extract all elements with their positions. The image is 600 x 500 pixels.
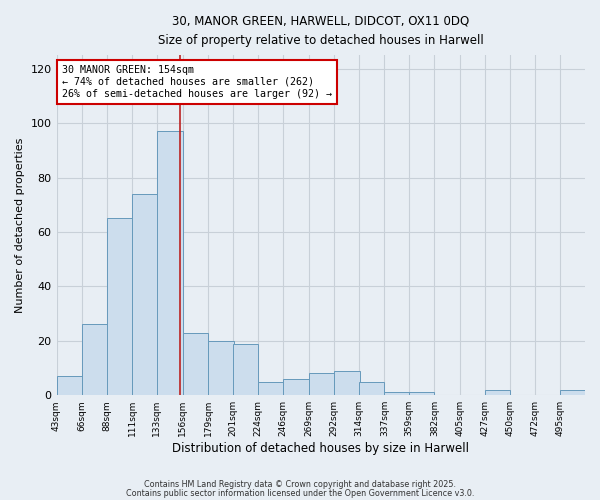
Bar — [409, 392, 434, 395]
Text: 30 MANOR GREEN: 154sqm
← 74% of detached houses are smaller (262)
26% of semi-de: 30 MANOR GREEN: 154sqm ← 74% of detached… — [62, 66, 332, 98]
Bar — [359, 382, 385, 395]
Bar — [82, 324, 108, 395]
Bar — [385, 392, 410, 395]
Bar — [334, 370, 360, 395]
Bar — [56, 376, 82, 395]
Bar — [107, 218, 133, 395]
Bar — [308, 374, 334, 395]
Bar — [133, 194, 158, 395]
Bar — [182, 332, 208, 395]
Title: 30, MANOR GREEN, HARWELL, DIDCOT, OX11 0DQ
Size of property relative to detached: 30, MANOR GREEN, HARWELL, DIDCOT, OX11 0… — [158, 15, 484, 47]
Bar — [259, 382, 284, 395]
Text: Contains public sector information licensed under the Open Government Licence v3: Contains public sector information licen… — [126, 489, 474, 498]
Y-axis label: Number of detached properties: Number of detached properties — [15, 138, 25, 313]
Bar — [157, 132, 182, 395]
X-axis label: Distribution of detached houses by size in Harwell: Distribution of detached houses by size … — [172, 442, 469, 455]
Bar — [283, 379, 308, 395]
Bar — [560, 390, 586, 395]
Bar — [485, 390, 511, 395]
Bar — [233, 344, 259, 395]
Bar — [208, 341, 234, 395]
Text: Contains HM Land Registry data © Crown copyright and database right 2025.: Contains HM Land Registry data © Crown c… — [144, 480, 456, 489]
